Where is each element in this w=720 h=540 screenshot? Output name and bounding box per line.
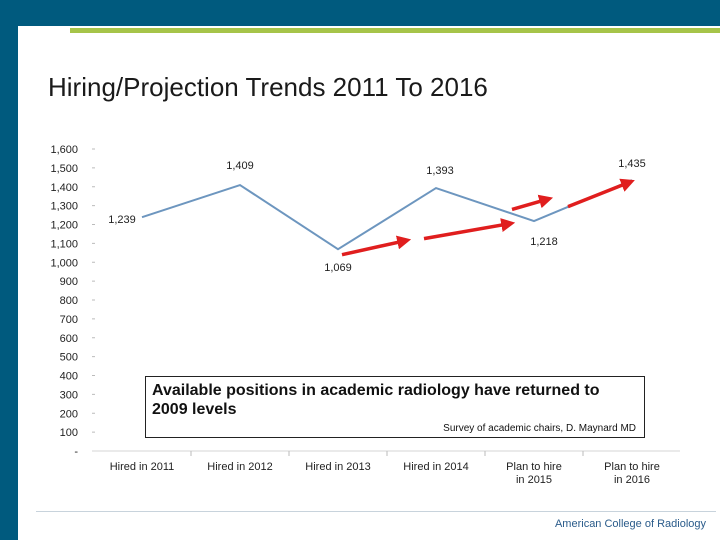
green-accent-line: [70, 28, 720, 33]
y-tick-label: 1,400: [50, 182, 78, 194]
callout-source: Survey of academic chairs, D. Maynard MD: [443, 423, 636, 434]
y-tick-label: -: [74, 446, 78, 458]
y-tick-label: 600: [60, 333, 78, 345]
callout-box: Available positions in academic radiolog…: [145, 376, 645, 438]
y-tick-label: 100: [60, 427, 78, 439]
x-tick-label: Hired in 2014: [403, 461, 468, 473]
y-tick-label: 1,600: [50, 144, 78, 156]
data-label: 1,069: [324, 262, 352, 274]
callout-text: Available positions in academic radiolog…: [152, 382, 600, 418]
y-axis: - 100 200 300 400 500 600 700 800 900 1,000 1,100 1,…: [50, 144, 95, 458]
series-positions: [141, 179, 633, 251]
data-label: 1,393: [426, 165, 454, 177]
trend-arrow: [341, 235, 412, 257]
trend-arrow: [567, 178, 635, 209]
slide-title: Hiring/Projection Trends 2011 To 2016: [48, 72, 488, 102]
x-tick-label: Plan to hire in 2015: [506, 461, 562, 486]
x-tick-label: Hired in 2011: [110, 461, 175, 473]
y-tick-label: 900: [60, 276, 78, 288]
y-tick-label: 1,000: [50, 257, 78, 269]
data-label: 1,435: [618, 158, 646, 170]
y-tick-label: 1,200: [50, 220, 78, 232]
data-label: 1,218: [530, 236, 558, 248]
side-accent-bar: [0, 0, 18, 540]
x-tick-label: Plan to hire in 2016: [604, 461, 660, 486]
x-tick-label: Hired in 2012: [207, 461, 272, 473]
footer-brand: American College of Radiology: [554, 518, 706, 530]
y-tick-label: 1,300: [50, 201, 78, 213]
series-line: [141, 179, 633, 251]
top-accent-bar: [0, 0, 720, 26]
y-tick-label: 1,100: [50, 238, 78, 250]
x-tick-label: Hired in 2013: [305, 461, 370, 473]
trend-arrow: [423, 218, 516, 241]
y-tick-label: 500: [60, 352, 78, 364]
trend-arrow: [511, 194, 554, 212]
y-tick-label: 1,500: [50, 163, 78, 175]
x-axis: Hired in 2011 Hired in 2012 Hired in 2013 H…: [92, 450, 680, 486]
y-tick-label: 700: [60, 314, 78, 326]
data-labels: 1,239 1,409 1,069 1,393 1,218 1,435: [108, 158, 646, 274]
footer-divider: [36, 511, 716, 512]
data-label: 1,239: [108, 214, 136, 226]
y-tick-label: 200: [60, 408, 78, 420]
y-tick-label: 300: [60, 389, 78, 401]
data-label: 1,409: [226, 160, 254, 172]
trend-arrows: [341, 178, 635, 257]
y-tick-label: 800: [60, 295, 78, 307]
y-tick-label: 400: [60, 371, 78, 383]
